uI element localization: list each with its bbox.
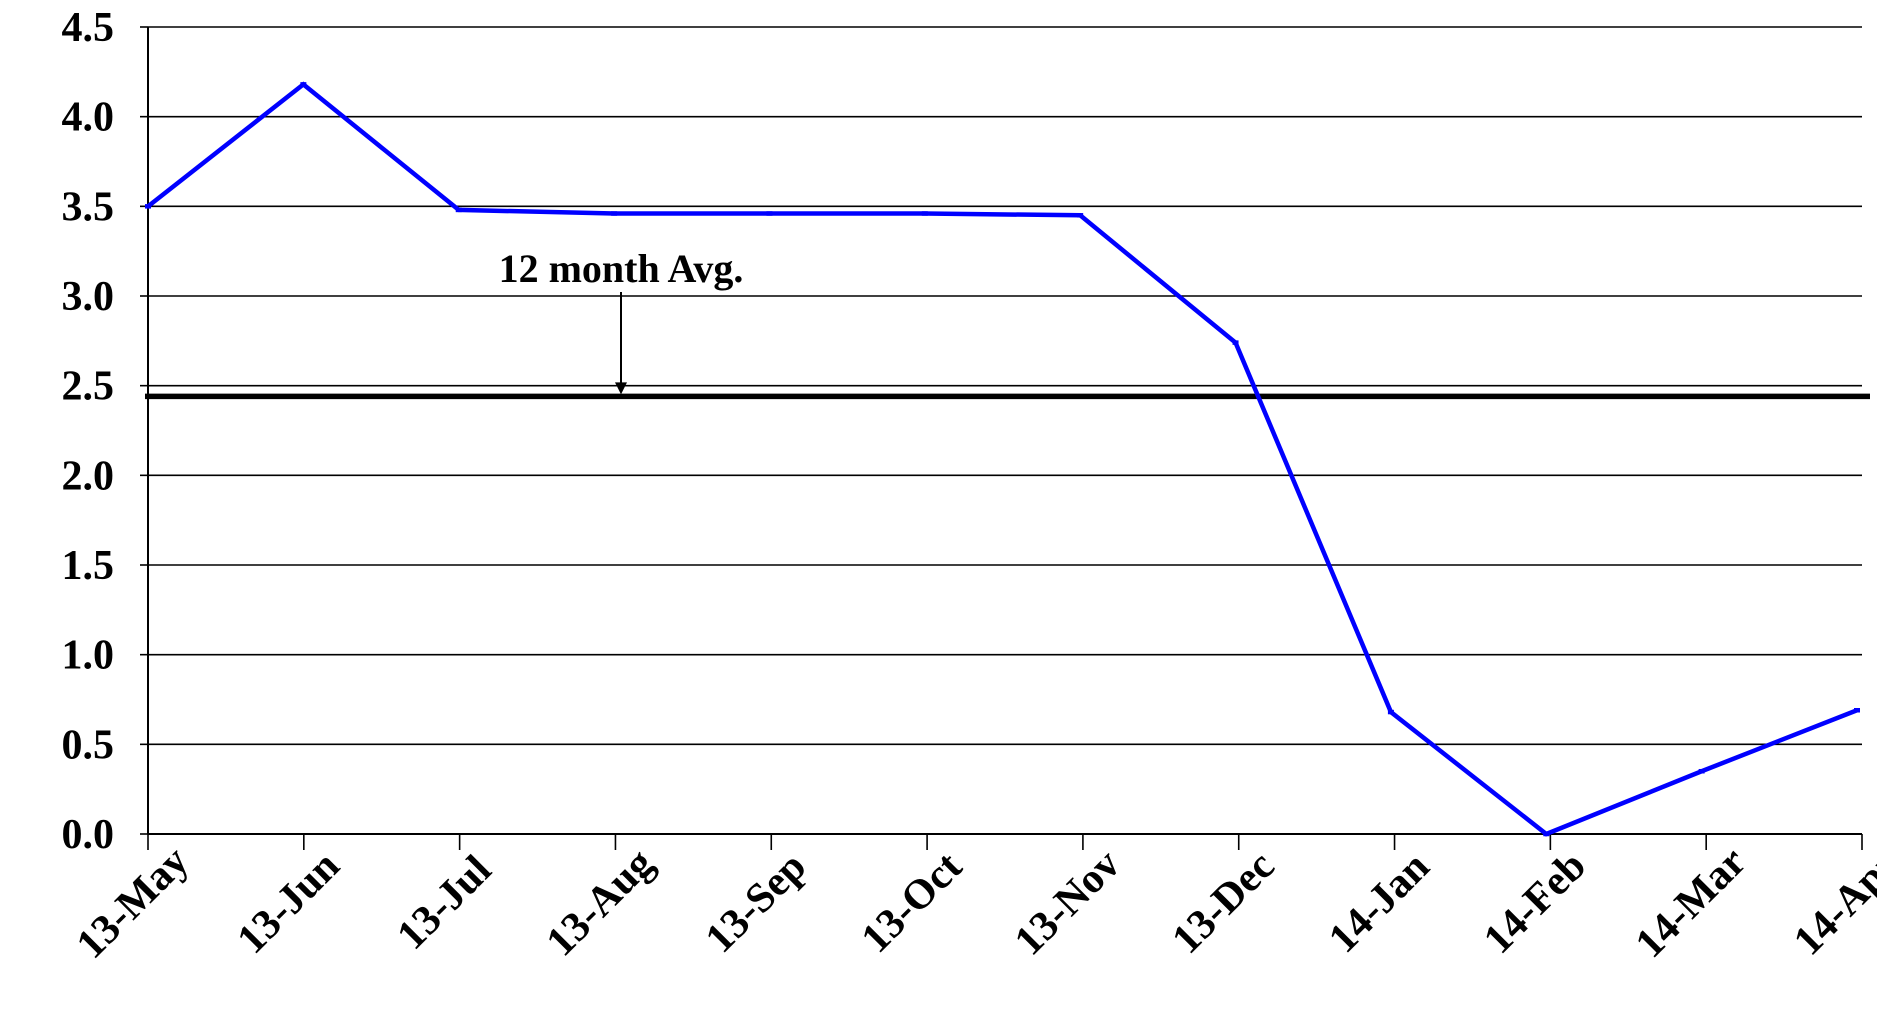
y-tick-label: 0.0 bbox=[62, 812, 115, 858]
y-tick-label: 1.0 bbox=[62, 633, 115, 679]
y-tick-label: 0.5 bbox=[62, 722, 115, 768]
x-tick-label: 14-Mar bbox=[1627, 839, 1755, 967]
x-tick-label: 13-Oct bbox=[853, 844, 971, 962]
gridlines bbox=[148, 26, 1862, 746]
y-tick-label: 1.5 bbox=[62, 543, 115, 589]
x-tick-label: 13-Jun bbox=[229, 843, 349, 963]
x-tick-label: 14-Jan bbox=[1320, 844, 1438, 962]
x-tick-label: 14-Feb bbox=[1475, 843, 1595, 963]
series-group bbox=[145, 81, 1860, 837]
x-tick-label: 13-Sep bbox=[697, 844, 815, 962]
series-line bbox=[146, 81, 1858, 837]
x-tick-label: 13-Dec bbox=[1164, 843, 1284, 963]
y-tick-labels: 0.0 0.5 1.0 1.5 2.0 2.5 3.0 3.5 4.0 4.5 bbox=[62, 5, 115, 858]
y-tick-label: 4.5 bbox=[62, 5, 115, 51]
y-tick-label: 2.0 bbox=[62, 453, 115, 499]
axes bbox=[140, 26, 1863, 850]
x-tick-label: 13-Aug bbox=[538, 840, 663, 965]
x-tick-labels: 13-May 13-Jun 13-Jul 13-Aug 13-Sep 13-Oct 13-N… bbox=[68, 838, 1877, 968]
y-tick-label: 3.5 bbox=[62, 184, 115, 230]
y-tick-label: 2.5 bbox=[62, 364, 115, 410]
annotation-label: 12 month Avg. bbox=[499, 246, 744, 291]
x-tick-label: 14-Apr bbox=[1785, 841, 1877, 964]
y-tick-label: 4.0 bbox=[62, 95, 115, 141]
x-tick-label: 13-Nov bbox=[1006, 841, 1129, 964]
annotation-arrowhead bbox=[615, 382, 627, 395]
y-tick-label: 3.0 bbox=[62, 274, 115, 320]
annotations: 12 month Avg. bbox=[499, 246, 744, 395]
x-tick-label: 13-Jul bbox=[389, 847, 501, 959]
